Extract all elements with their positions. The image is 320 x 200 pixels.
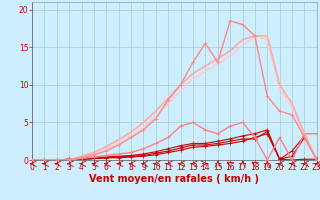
X-axis label: Vent moyen/en rafales ( km/h ): Vent moyen/en rafales ( km/h ) [89,174,260,184]
